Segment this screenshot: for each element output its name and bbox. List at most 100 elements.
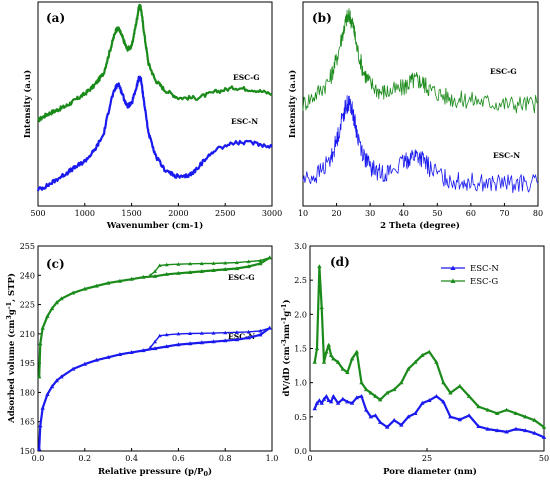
data-point-esc-g xyxy=(70,290,76,295)
xtick-label: 1500 xyxy=(121,209,141,218)
desorption-point-esc-g xyxy=(188,261,193,266)
data-point-esc-g xyxy=(476,404,481,409)
data-point-esc-g xyxy=(326,342,331,347)
data-point-esc-n xyxy=(234,337,240,342)
data-point-esc-g xyxy=(385,390,390,395)
data-point-esc-g xyxy=(164,272,169,276)
data-point-esc-g xyxy=(495,411,500,415)
ytick-label: 2.5 xyxy=(294,276,307,285)
ytick-label: 0.5 xyxy=(294,413,307,422)
data-point-esc-g xyxy=(335,359,341,364)
data-point-esc-g xyxy=(49,306,55,311)
data-point-esc-g xyxy=(129,276,134,281)
data-point-esc-n xyxy=(427,398,432,402)
data-point-esc-g xyxy=(187,270,193,274)
data-point-esc-g xyxy=(94,283,99,288)
ytick-label: 225 xyxy=(20,301,35,310)
data-point-esc-n xyxy=(354,395,359,400)
panel-d: (d) Pore diameter (nm) dV/dD (cm-3nm-1g-… xyxy=(280,242,549,477)
data-point-esc-g xyxy=(314,346,320,351)
data-point-esc-n xyxy=(399,422,404,427)
data-point-esc-n xyxy=(38,423,43,428)
xtick-label: 0.6 xyxy=(172,454,185,463)
data-point-esc-n xyxy=(54,378,59,383)
data-point-esc-n xyxy=(324,394,329,398)
desorption-point-esc-g xyxy=(223,261,228,265)
data-point-esc-g xyxy=(321,359,327,364)
data-point-esc-n xyxy=(187,341,193,346)
data-point-esc-n xyxy=(321,396,327,401)
data-point-esc-g xyxy=(541,424,547,429)
data-point-esc-g xyxy=(40,325,45,330)
data-point-esc-n xyxy=(485,426,490,431)
panel-c-xlabel: Relative pressure (p/P0) xyxy=(98,466,212,478)
ytick-label: 2.0 xyxy=(294,310,307,319)
series-line-esc-n xyxy=(36,75,273,192)
data-point-esc-n xyxy=(385,424,390,429)
data-point-esc-n xyxy=(164,344,169,349)
desorption-point-esc-g xyxy=(258,258,263,263)
panel-c-series xyxy=(37,255,272,451)
panel-a-xlabel: Wavenumber (cm-1) xyxy=(106,220,203,231)
panel-d-ylabel: dV/dD (cm-3nm-1g-1) xyxy=(280,300,292,397)
desorption-point-esc-n xyxy=(223,330,228,335)
panel-c: (c) ESC-G ESC-N Relative pressure (p/P0)… xyxy=(5,242,278,478)
data-point-esc-g xyxy=(523,414,528,419)
data-point-esc-n xyxy=(326,398,331,402)
data-point-esc-n xyxy=(319,400,324,405)
panel-b-xticks: 10 20 30 40 50 60 70 80 xyxy=(298,203,543,218)
data-point-esc-n xyxy=(82,361,87,366)
xtick-label: 1.0 xyxy=(266,454,279,463)
ytick-label: 1.0 xyxy=(294,379,307,388)
legend-label-esc-g: ESC-G xyxy=(470,277,498,287)
ytick-label: 180 xyxy=(20,388,35,397)
panel-a-series xyxy=(36,3,273,192)
desorption-point-esc-g xyxy=(267,255,272,260)
data-point-esc-n xyxy=(223,338,228,343)
data-point-esc-n xyxy=(413,411,418,415)
desorption-point-esc-g xyxy=(164,262,169,267)
xtick-label: 0.2 xyxy=(78,454,91,463)
data-point-esc-g xyxy=(441,380,446,385)
data-point-esc-n xyxy=(364,407,369,412)
xtick-label: 500 xyxy=(30,209,45,218)
data-point-esc-g xyxy=(354,349,359,354)
data-point-esc-g xyxy=(359,380,364,385)
panel-b-tag-g: ESC-G xyxy=(490,67,517,76)
data-point-esc-g xyxy=(312,359,317,364)
data-point-esc-g xyxy=(406,366,411,371)
desorption-point-esc-n xyxy=(258,328,263,333)
panel-b-frame xyxy=(302,1,539,207)
desorption-point-esc-g xyxy=(199,261,204,266)
data-point-esc-n xyxy=(345,399,350,404)
data-point-esc-g xyxy=(373,394,378,398)
data-point-esc-n xyxy=(176,342,181,347)
panel-c-ylabel: Adsorbed volume (cm3g-1, STP) xyxy=(5,273,17,424)
data-point-esc-g xyxy=(457,383,462,388)
data-point-esc-n xyxy=(141,348,146,353)
data-point-esc-g xyxy=(319,305,324,310)
data-point-esc-n xyxy=(340,396,345,401)
data-point-esc-g xyxy=(513,411,519,415)
panel-b-xlabel: 2 Theta (degree) xyxy=(380,220,460,231)
data-point-esc-g xyxy=(349,356,355,361)
data-point-esc-g xyxy=(45,314,50,318)
xtick-label: 50 xyxy=(432,209,442,218)
panel-b: (b) ESC-G ESC-N 2 Theta (degree) Intensi… xyxy=(287,1,543,231)
xtick-label: 0 xyxy=(307,454,312,463)
data-point-esc-n xyxy=(359,394,364,398)
data-point-esc-g xyxy=(504,407,509,412)
panel-a-ylabel: Intensity (a.u) xyxy=(22,70,33,138)
data-point-esc-n xyxy=(406,414,411,419)
data-point-esc-n xyxy=(420,400,425,405)
panel-c-label: (c) xyxy=(46,257,65,271)
panel-d-label: (d) xyxy=(330,255,350,269)
data-point-esc-n xyxy=(466,413,472,418)
xtick-label: 10 xyxy=(298,209,308,218)
data-point-esc-g xyxy=(38,341,43,346)
panel-c-tag-g: ESC-G xyxy=(228,273,255,282)
panel-a: (a) ESC-G ESC-N Wavenumber (cm-1) Intens… xyxy=(22,1,282,231)
legend-label-esc-n: ESC-N xyxy=(470,264,499,274)
xtick-label: 0.4 xyxy=(125,454,138,463)
